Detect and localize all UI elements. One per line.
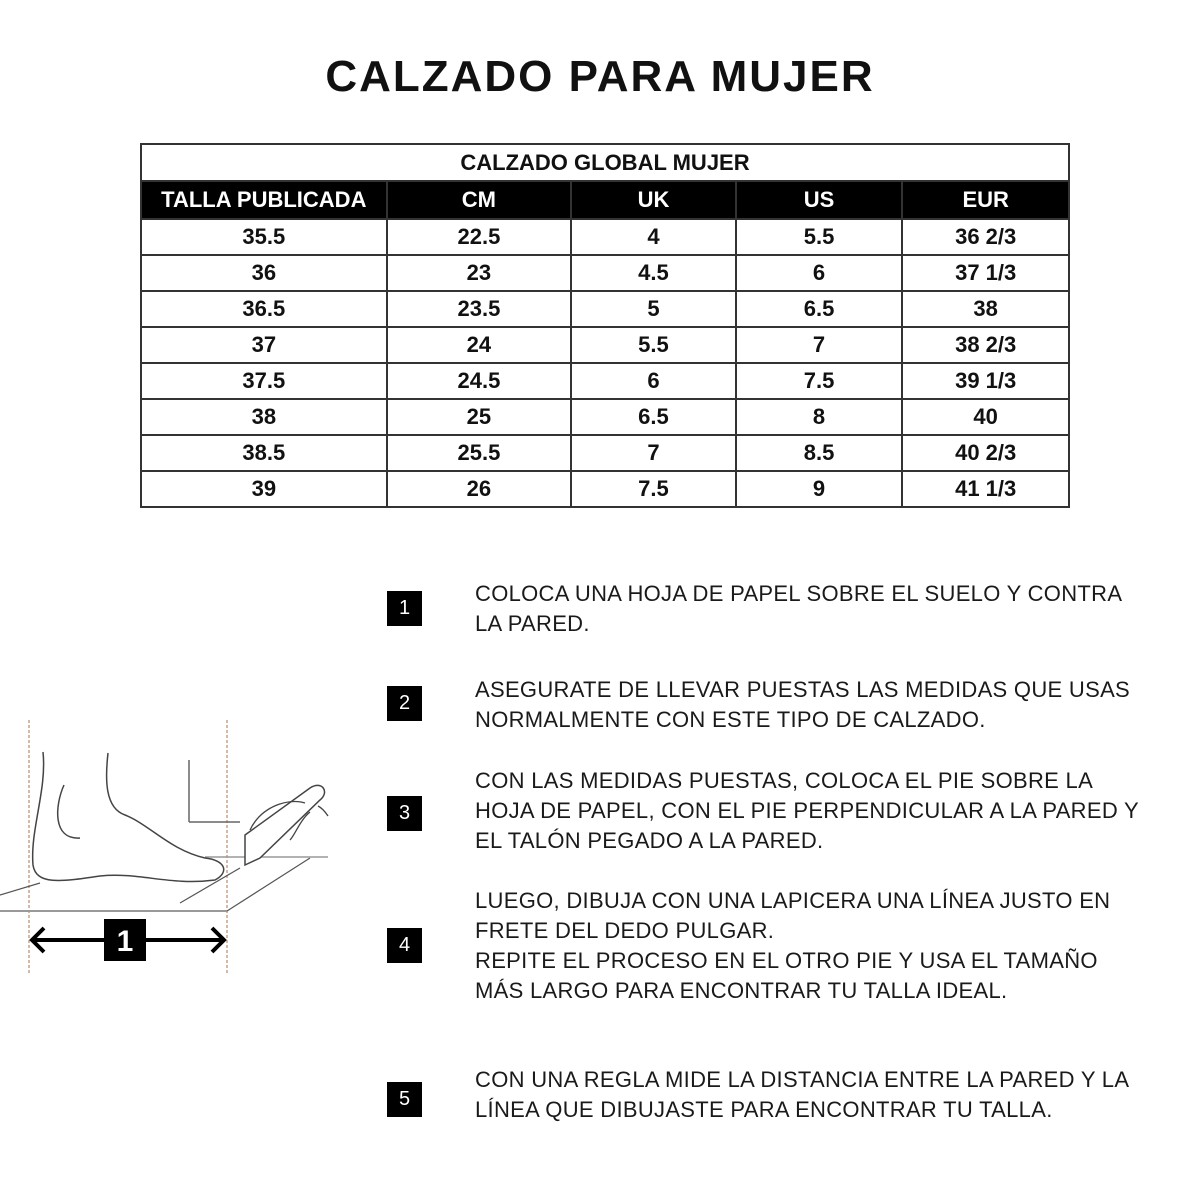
step-line: NORMALMENTE CON ESTE TIPO DE CALZADO.	[475, 707, 986, 732]
step-line: FRETE DEL DEDO PULGAR.	[475, 918, 775, 943]
table-cell: 24.5	[385, 362, 573, 400]
step-line: COLOCA UNA HOJA DE PAPEL SOBRE EL SUELO …	[475, 581, 1123, 606]
table-cell: 5.5	[734, 218, 904, 256]
table-row: 35.5 22.5 4 5.5 36 2/3	[140, 218, 1070, 256]
table-cell: 5	[570, 290, 737, 328]
step-line: CON LAS MEDIDAS PUESTAS, COLOCA EL PIE S…	[475, 768, 1094, 793]
table-cell: 23	[385, 254, 573, 292]
table-cell: 7	[734, 326, 904, 364]
size-table: CALZADO GLOBAL MUJER TALLA PUBLICADA CM UK…	[140, 143, 1070, 508]
table-cell: 40	[901, 398, 1070, 436]
table-cell: 26	[385, 470, 573, 508]
step-line: EL TALÓN PEGADO A LA PARED.	[475, 828, 824, 853]
step-line: MÁS LARGO PARA ENCONTRAR TU TALLA IDEAL.	[475, 978, 1008, 1003]
table-row: 38.5 25.5 7 8.5 40 2/3	[140, 434, 1070, 472]
foot-measure-illustration: 1	[0, 720, 329, 975]
step-line: HOJA DE PAPEL, CON EL PIE PERPENDICULAR …	[475, 798, 1140, 823]
table-cell: 24	[385, 326, 573, 364]
step-text: COLOCA UNA HOJA DE PAPEL SOBRE EL SUELO …	[475, 579, 1122, 639]
pencil-icon	[244, 784, 326, 867]
table-cell: 39	[140, 470, 388, 508]
table-cell: 25	[385, 398, 573, 436]
table-cell: 38	[140, 398, 388, 436]
step-line: ASEGURATE DE LLEVAR PUESTAS LAS MEDIDAS …	[475, 677, 1131, 702]
column-header: UK	[570, 180, 737, 220]
table-row: 37.5 24.5 6 7.5 39 1/3	[140, 362, 1070, 400]
step-number-badge: 5	[387, 1082, 422, 1117]
table-cell: 37	[140, 326, 388, 364]
step-text: LUEGO, DIBUJA CON UNA LAPICERA UNA LÍNEA…	[475, 886, 1110, 1006]
table-cell: 9	[734, 470, 904, 508]
table-cell: 4	[570, 218, 737, 256]
table-cell: 36.5	[140, 290, 388, 328]
table-cell: 37 1/3	[901, 254, 1070, 292]
step-line: CON UNA REGLA MIDE LA DISTANCIA ENTRE LA…	[475, 1067, 1130, 1092]
table-caption: CALZADO GLOBAL MUJER	[140, 143, 1070, 182]
step-text: ASEGURATE DE LLEVAR PUESTAS LAS MEDIDAS …	[475, 675, 1130, 735]
table-cell: 38.5	[140, 434, 388, 472]
table-cell: 36	[140, 254, 388, 292]
step-number-badge: 2	[387, 686, 422, 721]
column-header: EUR	[901, 180, 1070, 220]
table-cell: 4.5	[570, 254, 737, 292]
table-cell: 7.5	[734, 362, 904, 400]
step-number-badge: 4	[387, 928, 422, 963]
table-cell: 35.5	[140, 218, 388, 256]
table-cell: 40 2/3	[901, 434, 1070, 472]
table-cell: 7	[570, 434, 737, 472]
table-cell: 36 2/3	[901, 218, 1070, 256]
step-number-badge: 1	[387, 591, 422, 626]
table-cell: 41 1/3	[901, 470, 1070, 508]
table-cell: 39 1/3	[901, 362, 1070, 400]
table-cell: 22.5	[385, 218, 573, 256]
table-cell: 8	[734, 398, 904, 436]
column-header: TALLA PUBLICADA	[140, 180, 388, 220]
table-cell: 6	[734, 254, 904, 292]
table-cell: 38 2/3	[901, 326, 1070, 364]
foot-icon	[31, 751, 225, 883]
table-row: 38 25 6.5 8 40	[140, 398, 1070, 436]
table-cell: 23.5	[385, 290, 573, 328]
step-line: LUEGO, DIBUJA CON UNA LAPICERA UNA LÍNEA…	[475, 888, 1111, 913]
step-line: LÍNEA QUE DIBUJASTE PARA ENCONTRAR TU TA…	[475, 1097, 1053, 1122]
table-cell: 38	[901, 290, 1070, 328]
table-cell: 6.5	[734, 290, 904, 328]
table-cell: 5.5	[570, 326, 737, 364]
table-cell: 37.5	[140, 362, 388, 400]
table-cell: 25.5	[385, 434, 573, 472]
table-row: 36 23 4.5 6 37 1/3	[140, 254, 1070, 292]
step-line: REPITE EL PROCESO EN EL OTRO PIE Y USA E…	[475, 948, 1098, 973]
step-text: CON UNA REGLA MIDE LA DISTANCIA ENTRE LA…	[475, 1065, 1129, 1125]
step-text: CON LAS MEDIDAS PUESTAS, COLOCA EL PIE S…	[475, 766, 1139, 856]
step-line: LA PARED.	[475, 611, 590, 636]
table-row: 39 26 7.5 9 41 1/3	[140, 470, 1070, 508]
column-header: US	[734, 180, 904, 220]
table-row: 37 24 5.5 7 38 2/3	[140, 326, 1070, 364]
page-title: CALZADO PARA MUJER	[325, 52, 875, 101]
column-header: CM	[385, 180, 573, 220]
measure-label: 1	[117, 925, 134, 958]
step-number-badge: 3	[387, 796, 422, 831]
table-cell: 8.5	[734, 434, 904, 472]
table-row: 36.5 23.5 5 6.5 38	[140, 290, 1070, 328]
table-cell: 6.5	[570, 398, 737, 436]
table-cell: 6	[570, 362, 737, 400]
table-cell: 7.5	[570, 470, 737, 508]
